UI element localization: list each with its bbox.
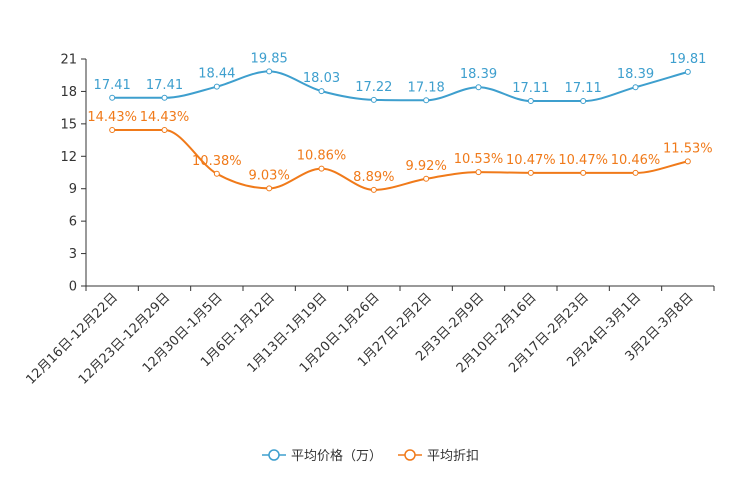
y-axis: 0 3 6 9 12 15 18 21 bbox=[60, 53, 87, 295]
data-label: 18.39 bbox=[460, 67, 497, 82]
data-label: 19.85 bbox=[251, 51, 288, 66]
data-label: 9.92% bbox=[406, 159, 447, 174]
y-tick-label: 21 bbox=[60, 53, 77, 68]
data-label: 10.47% bbox=[506, 153, 556, 168]
data-point[interactable] bbox=[266, 185, 273, 192]
y-tick-label: 15 bbox=[60, 117, 77, 132]
data-point[interactable] bbox=[318, 165, 325, 172]
y-tick-label: 3 bbox=[69, 247, 77, 262]
x-tick-label: 12月23日-12月29日 bbox=[76, 290, 173, 387]
data-label: 18.39 bbox=[617, 67, 654, 82]
y-tick-label: 0 bbox=[69, 280, 77, 295]
y-tick-label: 18 bbox=[60, 85, 77, 100]
data-point[interactable] bbox=[370, 186, 377, 193]
data-point[interactable] bbox=[423, 175, 430, 182]
data-label: 10.86% bbox=[297, 149, 347, 164]
data-point[interactable] bbox=[370, 96, 377, 103]
data-label: 17.41 bbox=[146, 78, 183, 93]
x-tick-label: 12月16日-12月22日 bbox=[24, 290, 121, 387]
legend-item[interactable]: 平均价格（万） bbox=[262, 448, 382, 464]
data-point[interactable] bbox=[266, 68, 273, 75]
data-point[interactable] bbox=[580, 169, 587, 176]
data-point[interactable] bbox=[161, 94, 168, 101]
legend-item[interactable]: 平均折扣 bbox=[398, 449, 479, 464]
y-tick-label: 9 bbox=[69, 182, 77, 197]
legend-label: 平均价格（万） bbox=[291, 448, 382, 464]
data-point[interactable] bbox=[213, 83, 220, 90]
data-point[interactable] bbox=[109, 94, 116, 101]
data-label: 17.22 bbox=[355, 80, 392, 95]
series-avg-discount: 14.43% 14.43% 10.38% 9.03% 10.86% 8.89% 9.92% 1… bbox=[87, 110, 713, 193]
data-point[interactable] bbox=[213, 170, 220, 177]
data-point[interactable] bbox=[684, 158, 691, 165]
data-point[interactable] bbox=[475, 84, 482, 91]
data-point[interactable] bbox=[580, 98, 587, 105]
data-label: 17.11 bbox=[565, 81, 602, 96]
data-point[interactable] bbox=[527, 98, 534, 105]
data-label: 10.47% bbox=[558, 153, 608, 168]
data-label: 19.81 bbox=[669, 52, 706, 67]
data-point[interactable] bbox=[161, 127, 168, 134]
data-label: 18.03 bbox=[303, 71, 340, 86]
data-label: 18.44 bbox=[198, 67, 235, 82]
data-label: 9.03% bbox=[249, 168, 290, 183]
data-point[interactable] bbox=[632, 169, 639, 176]
data-label: 14.43% bbox=[140, 110, 190, 125]
legend-marker-icon bbox=[268, 449, 280, 461]
data-label: 14.43% bbox=[87, 110, 137, 125]
series-avg-price: 17.41 17.41 18.44 19.85 18.03 17.22 17.18 18.39… bbox=[94, 51, 706, 105]
data-label: 10.46% bbox=[611, 153, 661, 168]
data-point[interactable] bbox=[475, 169, 482, 176]
data-label: 17.18 bbox=[408, 80, 445, 95]
data-point[interactable] bbox=[527, 169, 534, 176]
series-line bbox=[112, 70, 689, 103]
data-label: 17.11 bbox=[512, 81, 549, 96]
series-line bbox=[112, 129, 689, 191]
legend-label: 平均折扣 bbox=[427, 449, 479, 464]
legend-marker-icon bbox=[404, 449, 416, 461]
data-label: 8.89% bbox=[353, 170, 394, 185]
data-label: 11.53% bbox=[663, 141, 713, 156]
data-point[interactable] bbox=[684, 68, 691, 75]
data-label: 17.41 bbox=[94, 78, 131, 93]
legend: 平均价格（万） 平均折扣 bbox=[262, 448, 479, 464]
y-tick-label: 6 bbox=[69, 215, 77, 230]
data-label: 10.38% bbox=[192, 154, 242, 169]
data-point[interactable] bbox=[318, 88, 325, 95]
data-point[interactable] bbox=[109, 127, 116, 134]
data-label: 10.53% bbox=[454, 152, 504, 167]
series-layer: 17.41 17.41 18.44 19.85 18.03 17.22 17.18 18.39… bbox=[87, 51, 713, 193]
data-point[interactable] bbox=[423, 97, 430, 104]
y-tick-label: 12 bbox=[60, 150, 77, 165]
data-point[interactable] bbox=[632, 84, 639, 91]
x-axis: 12月16日-12月22日12月23日-12月29日12月30日-1月5日1月6… bbox=[24, 285, 715, 388]
